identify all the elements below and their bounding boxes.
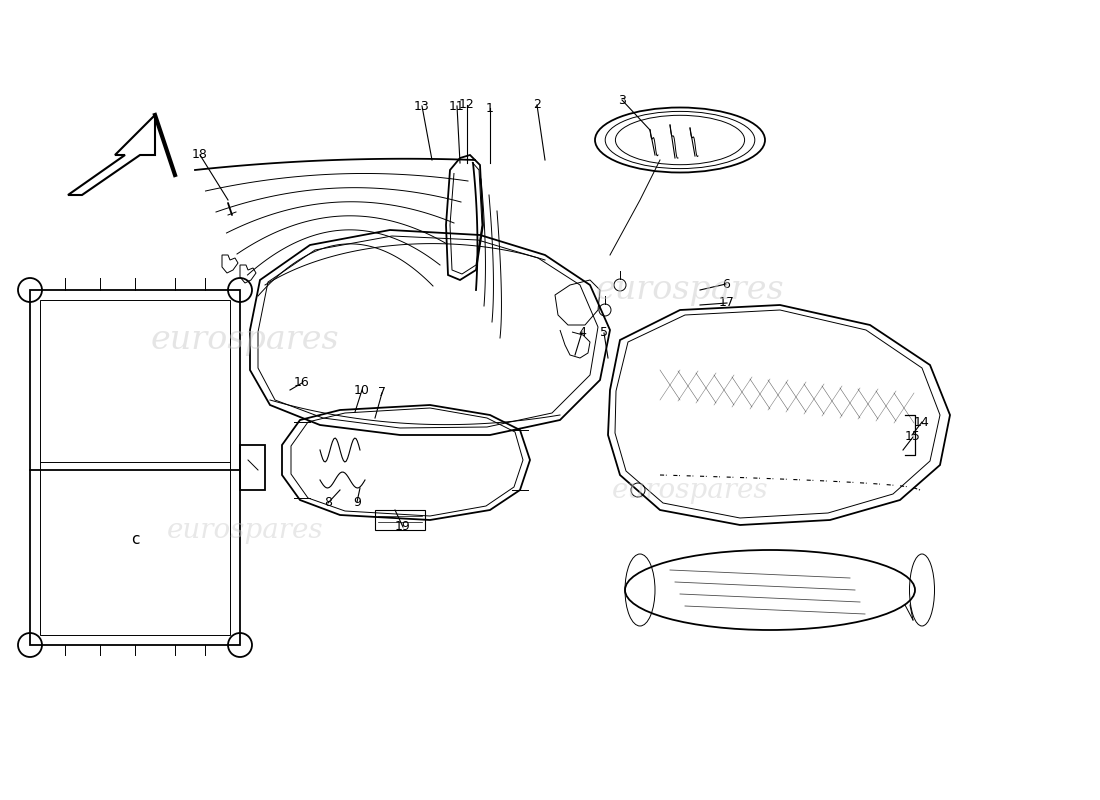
Text: 6: 6 — [722, 278, 730, 290]
Text: 4: 4 — [579, 326, 586, 338]
Text: 13: 13 — [414, 99, 430, 113]
Text: 3: 3 — [618, 94, 626, 106]
Text: 7: 7 — [378, 386, 386, 399]
Text: 15: 15 — [905, 430, 921, 443]
Text: 5: 5 — [600, 326, 608, 339]
Text: c: c — [131, 533, 140, 547]
Text: eurospares: eurospares — [596, 274, 784, 306]
Text: 11: 11 — [449, 99, 465, 113]
Text: 14: 14 — [914, 415, 929, 429]
Text: 10: 10 — [354, 383, 370, 397]
Text: 9: 9 — [353, 495, 361, 509]
Text: 1: 1 — [486, 102, 494, 114]
Text: eurospares: eurospares — [151, 324, 339, 356]
Text: 19: 19 — [395, 521, 411, 534]
Text: eurospares: eurospares — [167, 517, 323, 543]
Text: eurospares: eurospares — [612, 477, 768, 503]
Text: 16: 16 — [294, 377, 310, 390]
Text: 12: 12 — [459, 98, 475, 111]
Text: 17: 17 — [719, 297, 735, 310]
Text: 2: 2 — [534, 98, 541, 111]
Text: 18: 18 — [192, 149, 208, 162]
Text: 8: 8 — [324, 497, 332, 510]
